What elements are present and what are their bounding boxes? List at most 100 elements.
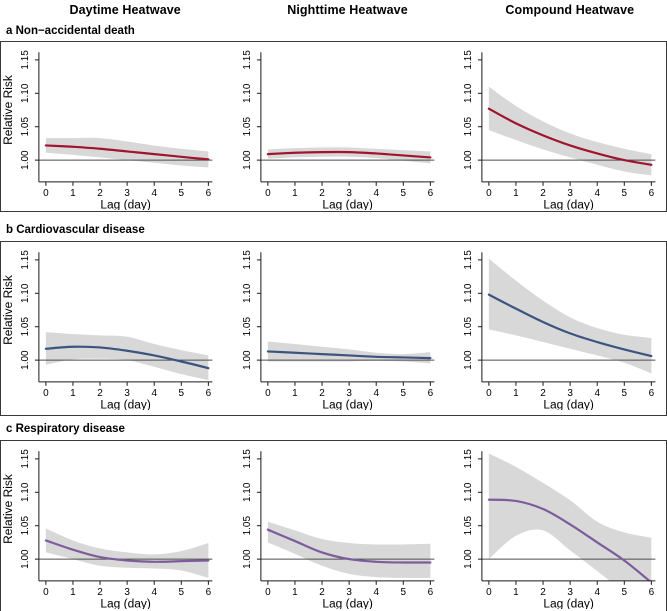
y-tick-label: 1.15 (463, 449, 474, 469)
y-tick-label: 1.15 (242, 250, 253, 270)
x-tick-label: 5 (179, 388, 185, 399)
y-tick-label: 1.00 (242, 350, 253, 370)
x-tick-label: 5 (400, 388, 406, 399)
y-tick-label: 1.05 (242, 516, 253, 536)
risk-curve (44, 144, 210, 161)
y-tick-label: 1.00 (242, 150, 253, 170)
x-tick-label: 2 (319, 188, 325, 199)
y-tick-label: 1.15 (242, 50, 253, 70)
row-letter-b: b (6, 224, 14, 236)
risk-curve (266, 350, 432, 360)
x-tick-label: 3 (568, 388, 574, 399)
x-tick-label: 5 (622, 587, 628, 598)
risk-curve (266, 528, 432, 564)
x-axis-title: Lag (day) (322, 198, 373, 210)
row-letter-a: a (6, 25, 13, 37)
y-tick-label: 1.00 (463, 549, 474, 569)
y-tick-label: 1.15 (463, 50, 474, 70)
x-tick-label: 4 (151, 188, 157, 199)
x-tick-label: 0 (265, 388, 271, 399)
x-tick-label: 4 (595, 388, 601, 399)
ci-band (267, 521, 431, 578)
row-title-respiratory: Respiratory disease (15, 423, 125, 435)
ci-band (45, 332, 209, 381)
x-tick-label: 6 (649, 388, 655, 399)
ci-band (489, 86, 652, 176)
y-tick-label: 1.10 (242, 83, 253, 103)
risk-curve (44, 539, 210, 563)
x-tick-label: 2 (97, 188, 103, 199)
x-tick-label: 1 (70, 388, 76, 399)
x-tick-label: 1 (70, 587, 76, 598)
x-tick-label: 3 (346, 188, 352, 199)
x-axis-title: Lag (day) (100, 597, 151, 609)
x-tick-label: 3 (568, 587, 574, 598)
y-tick-label: 1.05 (463, 317, 474, 337)
y-tick-label: 1.05 (463, 516, 474, 536)
risk-curve (488, 107, 653, 166)
y-tick-label: 1.10 (463, 482, 474, 502)
y-tick-label: 1.10 (463, 283, 474, 303)
x-tick-label: 0 (486, 188, 492, 199)
x-tick-label: 4 (373, 188, 379, 199)
x-tick-label: 5 (179, 188, 185, 199)
x-axis-title: Lag (day) (100, 198, 151, 210)
y-tick-label: 1.05 (20, 117, 31, 137)
y-axis-title: Relative Risk (1, 275, 15, 345)
x-tick-label: 5 (179, 587, 185, 598)
column-headers: Daytime Heatwave Nighttime Heatwave Comp… (0, 0, 667, 23)
panel-a-daytime: 1.00 1.05 1.10 1.15 0 1 2 3 4 5 6 Lag (day) Relative… (1, 50, 213, 210)
row-label-cardiovascular: b Cardiovascular disease (0, 212, 667, 241)
x-tick-label: 1 (70, 188, 76, 199)
y-axis-title: Relative Risk (1, 75, 15, 145)
y-tick-label: 1.00 (463, 150, 474, 170)
y-tick-label: 1.05 (463, 117, 474, 137)
x-axis-title: Lag (day) (322, 597, 373, 609)
risk-curve (44, 345, 210, 370)
x-tick-label: 2 (541, 188, 547, 199)
x-tick-label: 0 (486, 587, 492, 598)
x-tick-label: 0 (486, 388, 492, 399)
ci-band (489, 258, 652, 374)
panel-b-compound: 1.00 1.05 1.10 1.15 0 1 2 3 4 5 6 Lag (day) (463, 250, 656, 410)
x-tick-label: 3 (124, 388, 130, 399)
panel-c-daytime: 1.00 1.05 1.10 1.15 0 1 2 3 4 5 6 Lag (day) Relative… (1, 449, 213, 609)
risk-curve (488, 498, 652, 581)
y-tick-label: 1.10 (242, 283, 253, 303)
y-tick-label: 1.15 (20, 449, 31, 469)
x-tick-label: 2 (319, 587, 325, 598)
y-tick-label: 1.00 (20, 549, 31, 569)
x-tick-label: 6 (649, 188, 655, 199)
x-tick-label: 6 (206, 388, 212, 399)
x-tick-label: 2 (97, 587, 103, 598)
panel-a-nighttime: 1.00 1.05 1.10 1.15 0 1 2 3 4 5 6 Lag (day) (242, 50, 435, 210)
y-tick-label: 1.05 (20, 516, 31, 536)
x-tick-label: 5 (400, 188, 406, 199)
y-tick-label: 1.10 (463, 83, 474, 103)
risk-curve (266, 150, 432, 159)
y-tick-label: 1.05 (242, 317, 253, 337)
risk-curve (488, 293, 653, 358)
x-axis-title: Lag (day) (100, 398, 151, 410)
y-tick-label: 1.15 (20, 50, 31, 70)
x-tick-label: 4 (151, 388, 157, 399)
row-title-non-accidental: Non−accidental death (15, 25, 135, 37)
y-tick-label: 1.10 (242, 482, 253, 502)
x-tick-label: 6 (649, 587, 655, 598)
x-tick-label: 3 (568, 188, 574, 199)
x-tick-label: 2 (541, 388, 547, 399)
y-tick-label: 1.00 (463, 350, 474, 370)
y-tick-label: 1.10 (20, 83, 31, 103)
y-tick-label: 1.05 (242, 117, 253, 137)
x-tick-label: 4 (373, 587, 379, 598)
y-tick-label: 1.15 (463, 250, 474, 270)
x-tick-label: 3 (124, 188, 130, 199)
row-label-respiratory: c Respiratory disease (0, 416, 667, 440)
row-panel-group-c: 1.00 1.05 1.10 1.15 0 1 2 3 4 5 6 Lag (day) Relative… (0, 440, 667, 611)
column-header-nighttime: Nighttime Heatwave (287, 3, 408, 17)
x-tick-label: 4 (151, 587, 157, 598)
y-axis-title: Relative Risk (1, 474, 15, 544)
x-tick-label: 6 (427, 188, 433, 199)
x-tick-label: 6 (206, 587, 212, 598)
